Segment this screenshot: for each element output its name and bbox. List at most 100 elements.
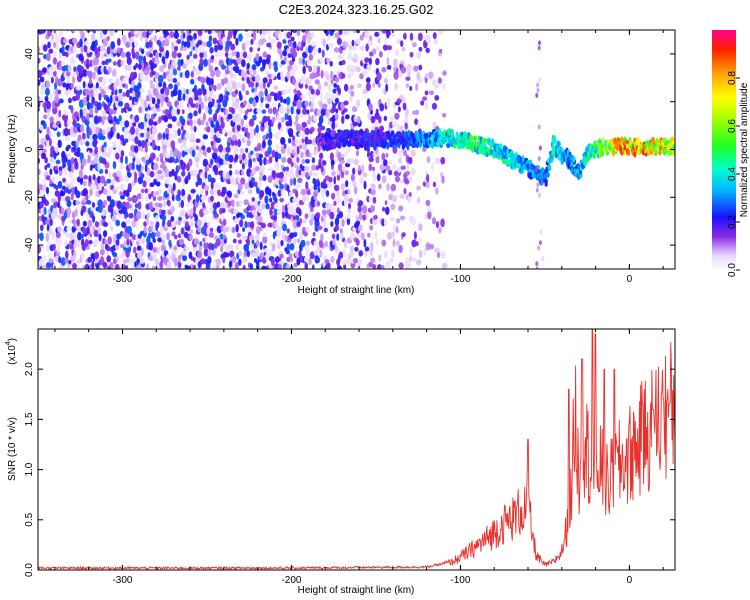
spectrogram-cell xyxy=(200,101,205,110)
spectrogram-cell xyxy=(238,153,242,161)
spectrogram-cell xyxy=(352,30,357,34)
spectrogram-cell xyxy=(369,225,374,231)
spectrogram-cell xyxy=(134,136,139,145)
spectrogram-cell xyxy=(51,231,56,240)
spectrogram-cell xyxy=(276,229,281,238)
spectrogram-cell xyxy=(537,156,541,162)
spectrogram-cell xyxy=(369,35,373,41)
spectrogram-cell xyxy=(365,212,369,220)
spectrogram-cell xyxy=(252,30,257,33)
spectrogram-cell xyxy=(279,63,283,68)
spectrogram-cell xyxy=(146,212,150,220)
spectrogram-cell xyxy=(248,118,255,127)
spectrogram-cell xyxy=(399,193,405,199)
spectrogram-cell xyxy=(373,214,378,220)
spectrogram-cell xyxy=(235,89,239,95)
spectrogram-cell xyxy=(270,258,275,267)
spectrogram-cell xyxy=(352,179,357,188)
spectrogram-cell xyxy=(405,108,409,117)
spectrogram-cell xyxy=(155,215,159,222)
spectrogram-cell xyxy=(127,182,132,192)
spectrogram-cell xyxy=(303,231,308,237)
spectrogram-cell xyxy=(322,160,327,166)
spectrogram-cell xyxy=(334,244,338,253)
spectrogram-cell xyxy=(58,65,63,71)
spectrogram-cell xyxy=(537,245,541,251)
spectrogram-cell xyxy=(82,132,86,140)
spectrogram-cell xyxy=(308,53,314,61)
spectrogram-cell xyxy=(286,59,291,66)
spectrogram-cell xyxy=(84,40,89,47)
spectrogram-cell xyxy=(317,109,321,117)
spectrogram-cell xyxy=(115,239,120,246)
spectrogram-cell xyxy=(72,199,77,206)
spectrogram-cell xyxy=(91,33,96,41)
spectrogram-cell xyxy=(52,122,57,129)
spectrogram-cell xyxy=(208,108,213,115)
spectrogram-cell xyxy=(395,226,399,234)
spectrogram-cell xyxy=(134,30,139,35)
spectrogram-cell xyxy=(48,227,52,236)
spectrogram-cell xyxy=(234,153,239,161)
spectrogram-cell xyxy=(228,169,233,176)
spectrogram-cell xyxy=(270,38,276,44)
spectrogram-cell xyxy=(39,76,45,83)
spectrogram-cell xyxy=(110,41,116,50)
spectrogram-cell xyxy=(136,210,142,220)
spectrogram-cell xyxy=(240,233,245,242)
snr-frame xyxy=(37,328,676,571)
spectrogram-cell xyxy=(82,220,87,227)
spectrogram-cell xyxy=(363,180,367,190)
spectrogram-cell xyxy=(125,75,130,81)
spectrogram-cell xyxy=(313,250,319,256)
spectrogram-ridge-cell xyxy=(350,138,354,146)
spectrogram-cell xyxy=(218,93,224,102)
spectrogram-cell xyxy=(321,49,325,58)
spectrogram-cell xyxy=(237,183,243,191)
spectrogram-cell xyxy=(386,183,390,192)
spectrogram-ridge-cell xyxy=(549,153,554,162)
spectrogram-cell xyxy=(195,138,201,143)
spectrogram-cell xyxy=(330,70,334,79)
spectrogram-cell xyxy=(255,131,261,139)
spectrogram-cell xyxy=(395,240,400,247)
spectrogram-ridge-cell xyxy=(610,139,614,148)
spectrogram-cell xyxy=(408,176,413,182)
spectrogram-cell xyxy=(287,128,294,136)
spectrogram-cell xyxy=(214,44,219,53)
spectrogram-cell xyxy=(276,208,282,215)
spectrogram-cell xyxy=(155,221,160,229)
spectrogram-cell xyxy=(200,171,205,177)
spectrogram-cell xyxy=(86,112,90,121)
spectrogram-cell xyxy=(356,150,359,157)
spectrogram-cell xyxy=(220,202,226,209)
spectrogram-cell xyxy=(57,78,63,87)
spectrogram-cell xyxy=(279,177,284,183)
spectrogram-cell xyxy=(79,65,85,75)
spectrogram-cell xyxy=(280,96,284,104)
spectrogram-cell xyxy=(316,178,320,186)
spectrogram-cell xyxy=(143,131,147,140)
spectrogram-cell xyxy=(425,72,429,79)
spectrogram-cell xyxy=(94,257,99,264)
spectrogram-cell xyxy=(442,112,447,118)
spectrogram-cell xyxy=(287,87,291,95)
spectrogram-cell xyxy=(94,251,100,260)
spectrogram-cell xyxy=(373,68,377,75)
spectrogram-cell xyxy=(301,30,307,33)
spectrogram-cell xyxy=(375,45,380,53)
spectrogram-cell xyxy=(320,125,326,131)
spectrogram-cell xyxy=(42,30,47,34)
spectrogram-cell xyxy=(118,114,122,122)
spectrogram-cell xyxy=(426,156,431,164)
spectrogram-cell xyxy=(409,255,413,263)
spectrogram-cell xyxy=(61,45,65,54)
spectrogram-cell xyxy=(296,107,301,115)
spectrogram-cell xyxy=(180,125,184,131)
spectrogram-cell xyxy=(177,59,182,68)
spectrogram-cell xyxy=(107,221,112,228)
spectrogram-cell xyxy=(152,153,156,159)
spectrogram-cell xyxy=(383,77,388,84)
spectrogram-cell xyxy=(49,30,53,32)
spectrogram-cell xyxy=(65,51,69,58)
